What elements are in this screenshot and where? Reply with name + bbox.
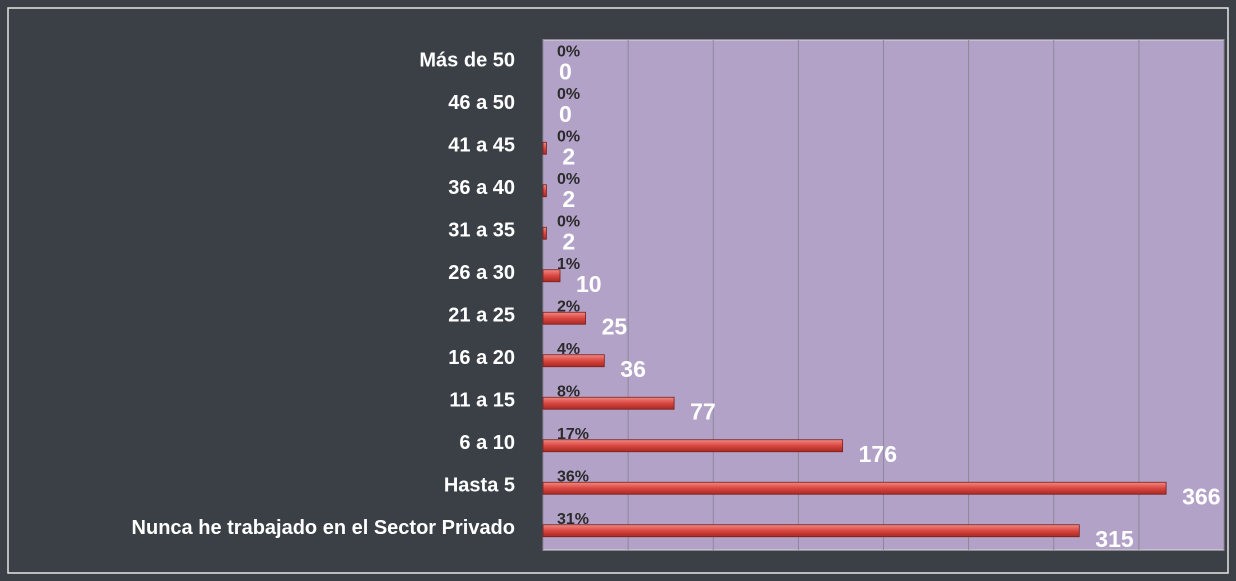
value-label: 77 <box>690 398 716 424</box>
bar <box>542 311 586 325</box>
percent-label: 0% <box>557 213 580 230</box>
category-label: 41 a 45 <box>448 135 515 157</box>
category-label: Hasta 5 <box>444 475 515 497</box>
value-label: 2 <box>562 186 575 212</box>
value-label: 176 <box>859 441 897 467</box>
bar <box>542 524 1080 538</box>
percent-label: 0% <box>557 86 580 103</box>
bar <box>542 396 675 410</box>
category-label: 11 a 15 <box>449 390 515 412</box>
percent-label: 17% <box>557 426 589 443</box>
bar <box>542 269 561 283</box>
value-label: 2 <box>562 143 575 169</box>
value-label: 10 <box>576 271 602 297</box>
percent-label: 1% <box>557 256 580 273</box>
bar <box>542 354 605 368</box>
value-label: 0 <box>559 58 572 84</box>
category-label: 21 a 25 <box>448 305 515 327</box>
category-label: 31 a 35 <box>448 220 515 242</box>
percent-label: 36% <box>557 468 589 485</box>
bar <box>542 439 844 453</box>
percent-label: 0% <box>557 171 580 188</box>
category-label: 36 a 40 <box>448 177 515 199</box>
percent-label: 8% <box>557 383 580 400</box>
bar <box>542 226 547 240</box>
category-label: Nunca he trabajado en el Sector Privado <box>132 517 515 539</box>
frame <box>7 7 1229 574</box>
percent-label: 0% <box>557 43 580 60</box>
percent-label: 4% <box>557 341 580 358</box>
percent-label: 0% <box>557 128 580 145</box>
category-label: 16 a 20 <box>448 347 515 369</box>
category-label: Más de 50 <box>419 50 515 72</box>
bar <box>542 481 1167 495</box>
percent-label: 31% <box>557 511 589 528</box>
bar <box>542 184 547 198</box>
value-label: 315 <box>1095 526 1134 552</box>
category-label: 26 a 30 <box>448 262 515 284</box>
bar <box>542 141 547 155</box>
percent-label: 2% <box>557 298 580 315</box>
value-label: 2 <box>562 228 575 254</box>
category-label: 46 a 50 <box>448 92 515 114</box>
value-label: 25 <box>602 313 628 339</box>
value-label: 366 <box>1182 483 1220 509</box>
category-label: 6 a 10 <box>459 432 515 454</box>
value-label: 36 <box>620 356 646 382</box>
value-label: 0 <box>559 101 572 127</box>
